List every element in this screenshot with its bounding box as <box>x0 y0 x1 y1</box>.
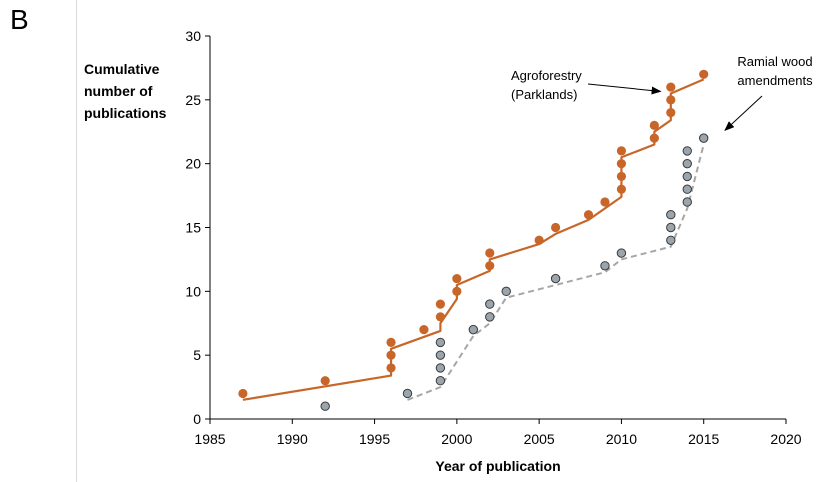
data-point-agroforestry <box>386 351 395 360</box>
data-point-agroforestry <box>436 300 445 309</box>
x-tick-label: 2015 <box>688 431 719 447</box>
data-point-agroforestry <box>485 248 494 257</box>
data-points <box>238 70 708 411</box>
arrow-agroforestry <box>588 84 661 91</box>
trend-line-ramial-wood <box>408 145 704 400</box>
data-point-ramial-wood <box>667 223 675 231</box>
data-point-ramial-wood <box>601 262 609 270</box>
data-point-agroforestry <box>238 389 247 398</box>
y-tick-label: 20 <box>185 156 201 172</box>
data-point-agroforestry <box>386 363 395 372</box>
data-point-ramial-wood <box>617 249 625 257</box>
arrow-ramial-wood <box>725 96 762 130</box>
data-point-agroforestry <box>584 210 593 219</box>
data-point-ramial-wood <box>436 377 444 385</box>
data-point-ramial-wood <box>667 236 675 244</box>
data-point-ramial-wood <box>683 159 691 167</box>
y-tick-label: 0 <box>193 411 201 427</box>
trend-lines <box>243 79 704 399</box>
data-point-ramial-wood <box>469 325 477 333</box>
x-tick-label: 2020 <box>770 431 801 447</box>
data-point-ramial-wood <box>486 300 494 308</box>
data-point-ramial-wood <box>436 338 444 346</box>
x-tick-label: 2000 <box>441 431 472 447</box>
x-tick-label: 2010 <box>606 431 637 447</box>
data-point-agroforestry <box>650 121 659 130</box>
data-point-agroforestry <box>600 197 609 206</box>
data-point-agroforestry <box>386 338 395 347</box>
data-point-agroforestry <box>617 172 626 181</box>
data-point-agroforestry <box>321 376 330 385</box>
data-point-ramial-wood <box>551 274 559 282</box>
y-tick-label: 30 <box>185 28 201 44</box>
y-tick-label: 15 <box>185 220 201 236</box>
y-tick-label: 5 <box>193 347 201 363</box>
data-point-agroforestry <box>699 70 708 79</box>
data-point-agroforestry <box>452 274 461 283</box>
data-point-agroforestry <box>666 82 675 91</box>
data-point-ramial-wood <box>403 389 411 397</box>
data-point-ramial-wood <box>321 402 329 410</box>
x-tick-label: 1985 <box>194 431 225 447</box>
data-point-agroforestry <box>535 236 544 245</box>
y-tick-label: 25 <box>185 92 201 108</box>
data-point-ramial-wood <box>436 351 444 359</box>
data-point-agroforestry <box>452 287 461 296</box>
x-tick-label: 1995 <box>359 431 390 447</box>
data-point-agroforestry <box>419 325 428 334</box>
x-tick-label: 1990 <box>277 431 308 447</box>
data-point-agroforestry <box>485 261 494 270</box>
x-tick-label: 2005 <box>524 431 555 447</box>
data-point-ramial-wood <box>683 185 691 193</box>
data-point-ramial-wood <box>683 198 691 206</box>
trend-line-agroforestry <box>243 79 704 399</box>
data-point-ramial-wood <box>683 147 691 155</box>
data-point-agroforestry <box>617 146 626 155</box>
data-point-agroforestry <box>650 134 659 143</box>
y-tick-label: 10 <box>185 283 201 299</box>
data-point-ramial-wood <box>700 134 708 142</box>
data-point-agroforestry <box>617 185 626 194</box>
axes: 1985 1990 1995 2000 2005 2010 2015 2020 0 5 10 15 20… <box>185 28 801 447</box>
data-point-agroforestry <box>436 312 445 321</box>
data-point-agroforestry <box>617 159 626 168</box>
data-point-agroforestry <box>551 223 560 232</box>
data-point-ramial-wood <box>667 211 675 219</box>
data-point-ramial-wood <box>436 364 444 372</box>
data-point-agroforestry <box>666 95 675 104</box>
data-point-ramial-wood <box>486 313 494 321</box>
data-point-agroforestry <box>666 108 675 117</box>
data-point-ramial-wood <box>683 172 691 180</box>
data-point-ramial-wood <box>502 287 510 295</box>
